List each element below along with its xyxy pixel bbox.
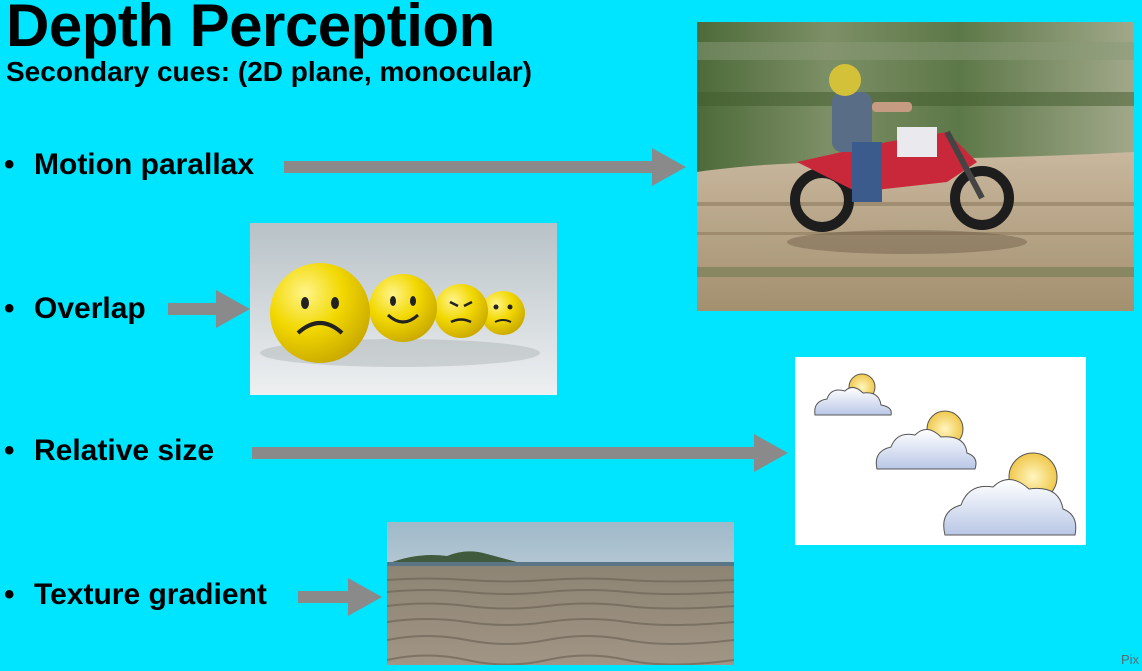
arrow-relative-size <box>252 434 788 472</box>
large-sun-cloud <box>943 452 1077 536</box>
beach-photo <box>387 522 734 665</box>
bullet-texture-gradient: • Texture gradient <box>4 578 267 612</box>
arrow-texture-gradient <box>298 578 382 616</box>
arrow-overlap <box>168 290 250 328</box>
bullet-label: Overlap <box>34 292 146 325</box>
bullet-dot: • <box>4 434 15 467</box>
small-sun-cloud <box>814 373 892 416</box>
slide-title: Depth Perception <box>6 0 495 59</box>
bullet-relative-size: • Relative size <box>4 434 214 468</box>
slide-subtitle: Secondary cues: (2D plane, monocular) <box>6 56 532 87</box>
motorcycle-photo <box>697 22 1134 311</box>
image-credit: Pix <box>1121 652 1140 667</box>
bullet-overlap: • Overlap <box>4 292 146 326</box>
bullet-dot: • <box>4 148 15 181</box>
bullet-motion-parallax: • Motion parallax <box>4 148 254 182</box>
sun-cloud-illustration <box>795 357 1086 545</box>
bullet-label: Motion parallax <box>34 148 255 181</box>
medium-sun-cloud <box>875 410 977 470</box>
bullet-label: Relative size <box>34 434 215 467</box>
bullet-dot: • <box>4 578 15 611</box>
bullet-label: Texture gradient <box>34 578 267 611</box>
bullet-dot: • <box>4 292 15 325</box>
arrow-motion-parallax <box>284 148 686 186</box>
emoji-balls-photo <box>250 223 557 395</box>
